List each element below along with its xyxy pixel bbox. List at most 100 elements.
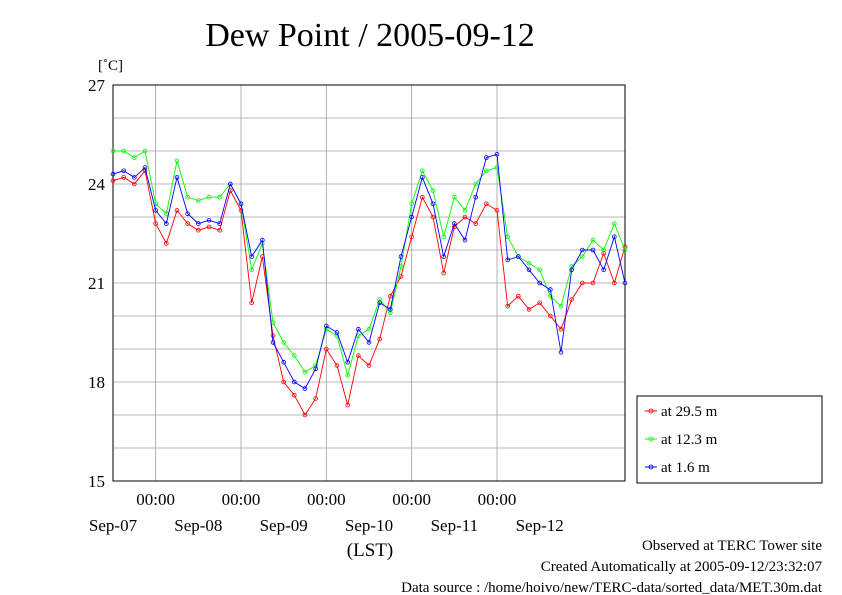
data-point — [292, 392, 297, 398]
data-point — [174, 208, 180, 213]
data-point — [345, 373, 350, 378]
grid-lines — [113, 85, 625, 481]
data-point — [622, 244, 628, 250]
data-point — [206, 218, 212, 223]
x-tick-label: 00:00 — [392, 490, 431, 509]
data-point — [334, 333, 340, 339]
data-point — [420, 175, 425, 180]
data-point — [388, 310, 393, 316]
data-point — [142, 165, 148, 170]
data-point — [238, 201, 244, 207]
data-point — [121, 168, 126, 174]
data-point — [430, 201, 436, 207]
data-point — [110, 148, 116, 154]
data-point — [206, 194, 212, 200]
data-point — [590, 237, 596, 243]
data-point — [334, 330, 340, 335]
data-point — [569, 297, 574, 302]
data-point — [185, 211, 190, 217]
y-tick-label: 15 — [88, 472, 105, 491]
data-point — [612, 234, 617, 240]
data-point — [302, 386, 308, 391]
data-point — [260, 237, 265, 243]
data-point — [345, 402, 350, 408]
data-point — [484, 201, 489, 207]
y-axis: 15 18 21 24 27 — [88, 76, 106, 491]
data-point — [548, 313, 553, 319]
data-point — [281, 359, 286, 365]
data-point — [228, 181, 233, 187]
data-point — [313, 396, 318, 401]
data-point — [388, 307, 393, 312]
data-point — [420, 194, 425, 200]
series-line — [113, 150, 626, 378]
data-point — [494, 152, 500, 157]
data-point — [505, 257, 510, 263]
data-point — [537, 267, 542, 273]
series-line — [112, 169, 626, 416]
data-point — [249, 254, 254, 259]
data-point — [420, 168, 425, 174]
data-point — [356, 326, 361, 332]
data-point — [516, 254, 521, 259]
data-point — [302, 412, 308, 418]
x-date-label: Sep-12 — [516, 516, 564, 535]
data-point — [334, 363, 340, 368]
data-point — [153, 208, 158, 213]
data-point — [558, 326, 564, 332]
data-point — [558, 349, 564, 355]
data-point — [249, 267, 254, 273]
data-point — [270, 333, 276, 339]
data-point — [601, 247, 606, 253]
data-point — [132, 181, 137, 187]
data-point — [590, 280, 596, 286]
data-point — [356, 353, 361, 358]
data-point — [174, 175, 180, 180]
chart-title: Dew Point / 2005-09-12 — [205, 17, 535, 54]
data-point — [580, 280, 585, 286]
data-point — [292, 353, 297, 358]
data-point — [132, 155, 137, 160]
data-point — [580, 254, 585, 259]
footer-created: Created Automatically at 2005-09-12/23:3… — [541, 559, 823, 575]
legend: at 29.5 m at 12.3 m at 1.6 m — [636, 395, 823, 484]
data-point — [452, 194, 457, 200]
data-point — [462, 208, 468, 213]
data-point — [398, 254, 404, 259]
x-tick-label: 00:00 — [136, 490, 175, 509]
data-point — [473, 194, 478, 200]
x-axis: 00:00 00:00 00:00 00:00 00:00 Sep-07 Sep-08 Sep… — [89, 490, 564, 535]
data-point — [217, 227, 222, 233]
data-point — [462, 214, 468, 220]
data-point — [484, 168, 489, 174]
data-point — [142, 148, 148, 154]
data-point — [526, 267, 532, 273]
data-point — [206, 224, 212, 230]
y-axis-label: [˚C] — [98, 58, 123, 74]
data-point — [366, 326, 372, 332]
y-tick-label: 24 — [88, 175, 106, 194]
data-point — [110, 171, 116, 177]
x-date-label: Sep-09 — [260, 516, 308, 535]
data-point — [153, 221, 158, 226]
data-point — [441, 254, 446, 259]
data-point — [324, 346, 329, 352]
x-date-label: Sep-08 — [174, 516, 222, 535]
legend-label: at 29.5 m — [661, 404, 718, 420]
data-point — [441, 270, 446, 276]
data-point — [409, 234, 414, 240]
legend-swatch-marker — [648, 436, 654, 442]
legend-label: at 12.3 m — [661, 432, 718, 448]
data-point — [377, 300, 382, 306]
data-point — [270, 340, 276, 345]
footer-observed: Observed at TERC Tower site — [642, 538, 822, 554]
data-point — [164, 221, 169, 226]
y-tick-label: 18 — [88, 373, 105, 392]
x-tick-label: 00:00 — [307, 490, 346, 509]
data-point — [345, 359, 350, 365]
data-point — [580, 247, 585, 253]
data-point — [462, 237, 468, 243]
data-point — [366, 340, 372, 345]
data-point — [473, 221, 478, 226]
